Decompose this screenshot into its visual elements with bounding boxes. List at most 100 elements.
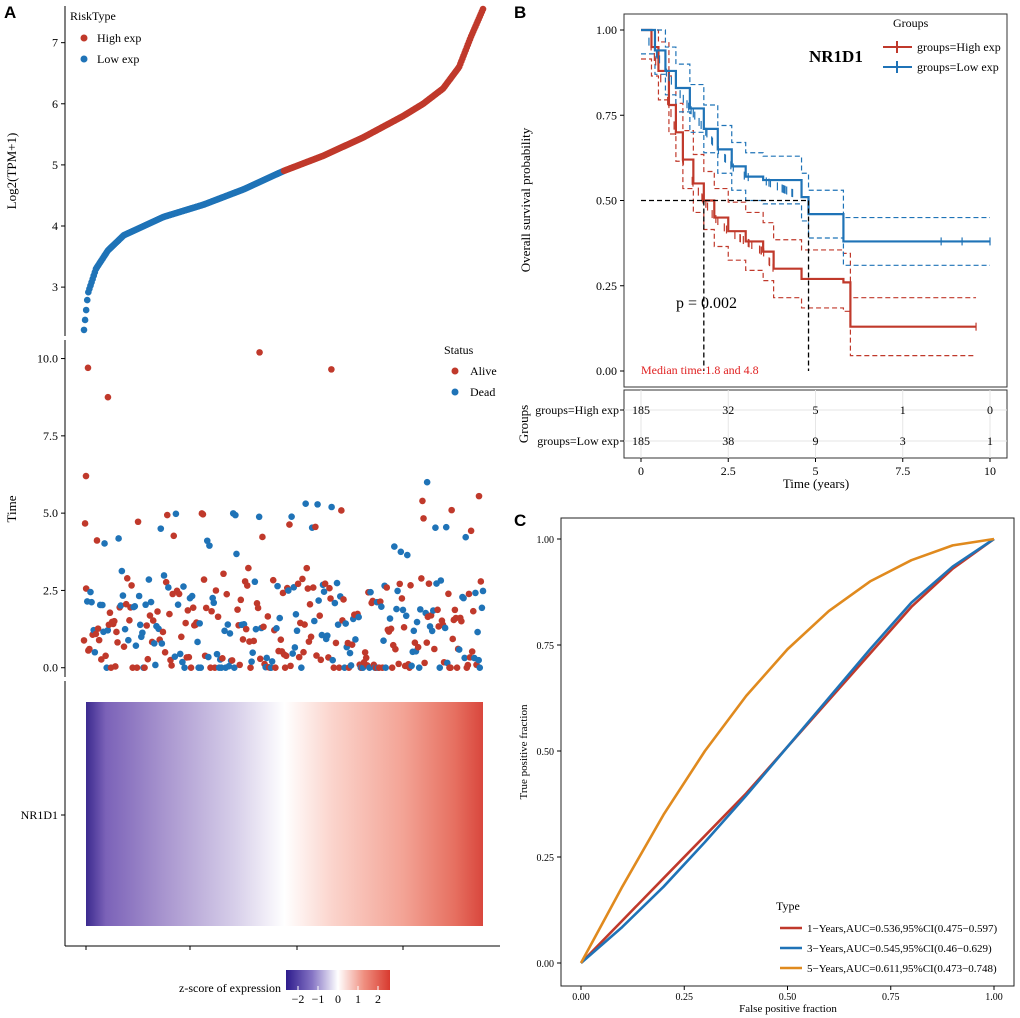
time-point [306, 601, 314, 608]
time-point [327, 595, 334, 602]
km-xtick-label: 10 [984, 464, 996, 478]
time-point [335, 664, 343, 672]
time-point [462, 533, 469, 541]
time-point [243, 582, 251, 589]
km-ytick-label: 0.00 [596, 364, 617, 378]
time-point [313, 652, 320, 659]
risk-table-title: Groups [516, 405, 531, 443]
time-point [447, 664, 454, 672]
time-point [393, 605, 400, 613]
time-point [298, 664, 305, 672]
km-pvalue: p = 0.002 [676, 295, 737, 312]
time-point [197, 664, 205, 672]
time-point [231, 664, 238, 672]
time-point [402, 612, 410, 620]
time-point [355, 613, 362, 621]
time-point [316, 612, 324, 619]
time-point [408, 662, 415, 670]
time-point [361, 649, 369, 656]
time-point [269, 576, 277, 584]
km-xtick-label: 2.5 [721, 464, 736, 478]
time-point [245, 564, 252, 572]
roc-ytick-label: 0.25 [537, 853, 555, 864]
time-point [118, 567, 126, 575]
time-ytick-label: 2.5 [43, 583, 58, 597]
time-point [98, 656, 105, 663]
expression-point [479, 5, 487, 13]
time-point [315, 597, 322, 604]
legend-low-exp-label: Low exp [97, 52, 139, 66]
risk-table: Groups groups=High exp groups=Low exp 18… [516, 389, 1008, 491]
time-point [263, 654, 271, 662]
time-point [188, 592, 196, 600]
km-xtick-label: 0 [638, 464, 644, 478]
time-point [418, 575, 425, 582]
expression-point [83, 296, 91, 304]
time-point [414, 643, 422, 651]
time-point [399, 606, 407, 614]
time-point [273, 624, 280, 632]
expression-ytick-label: 4 [52, 219, 58, 233]
expression-ytick-label: 6 [52, 97, 58, 111]
legend-alive-label: Alive [470, 364, 497, 378]
km-legend-title: Groups [893, 16, 929, 30]
time-point [87, 588, 94, 596]
km-low-upper-ci [641, 29, 990, 219]
time-point [338, 507, 345, 514]
colorbar-tick-label: 1 [355, 992, 361, 1006]
time-point [139, 629, 146, 637]
time-point [145, 576, 153, 583]
time-point [80, 637, 88, 644]
roc-legend-label: 1−Years,AUC=0.536,95%CI(0.475−0.597) [807, 923, 997, 935]
km-ytick-label: 0.75 [596, 108, 617, 122]
time-point [165, 584, 172, 591]
time-point [425, 580, 433, 587]
roc-panel: True positive fraction False positive fr… [518, 517, 1015, 1015]
time-point [318, 631, 326, 639]
km-ytick-label: 0.50 [596, 194, 617, 208]
time-ytick-label: 10.0 [37, 352, 58, 366]
time-point [303, 564, 311, 572]
time-point [330, 664, 338, 672]
time-point [251, 578, 259, 586]
time-point [291, 644, 299, 651]
expression-point [82, 306, 90, 314]
time-point [134, 518, 142, 526]
time-point [102, 652, 109, 660]
time-point [328, 366, 335, 373]
colorbar-title: z-score of expression [179, 981, 281, 995]
time-point [160, 572, 168, 579]
time-point [274, 582, 281, 590]
risk-value: 3 [900, 434, 906, 448]
time-point [312, 523, 319, 531]
time-point [458, 617, 465, 625]
time-point [159, 628, 167, 636]
time-point [413, 618, 421, 626]
time-point [149, 617, 157, 624]
time-point [202, 604, 210, 612]
time-point [331, 599, 339, 607]
risk-row-label-high: groups=High exp [535, 403, 619, 417]
km-ytick-label: 1.00 [596, 23, 617, 37]
time-point [395, 660, 402, 668]
risk-value: 9 [813, 434, 819, 448]
time-point [328, 503, 335, 511]
time-point [117, 602, 125, 609]
time-point [301, 621, 308, 628]
time-point [163, 511, 171, 519]
time-point [254, 604, 262, 612]
time-point [383, 584, 391, 591]
time-point [142, 601, 149, 609]
time-point [323, 632, 331, 639]
time-ytick-label: 5.0 [43, 506, 58, 520]
time-point [286, 521, 293, 528]
time-point [362, 654, 370, 662]
expression-ytick-label: 7 [52, 36, 58, 50]
time-point [474, 628, 481, 636]
status-legend-title: Status [444, 343, 474, 357]
colorbar-tick-label: −1 [312, 992, 325, 1006]
heatmap-row-label: NR1D1 [21, 808, 58, 822]
time-point [421, 659, 428, 667]
time-point [214, 613, 222, 621]
